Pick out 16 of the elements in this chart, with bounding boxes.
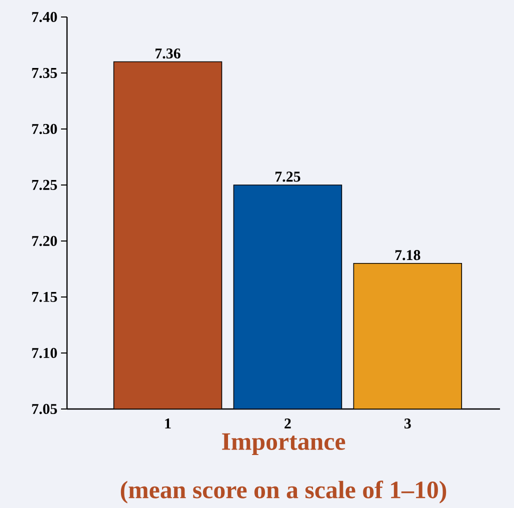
x-tick-label: 3 <box>404 418 411 429</box>
data-label: 7.25 <box>275 172 300 182</box>
text: (mean score on a scale of 1–10) <box>120 480 446 504</box>
y-tick-label: 7.30 <box>32 124 57 134</box>
x-tick-label: 1 <box>165 418 171 428</box>
y-tick-label: 7.10 <box>32 348 57 358</box>
data-label: 7.36 <box>156 48 180 59</box>
x-tick-label: 2 <box>284 418 291 428</box>
y-tick-label: 7.20 <box>32 236 57 246</box>
y-tick-label: 7.25 <box>32 180 57 190</box>
x-axis-title: Importance <box>222 433 346 455</box>
y-tick-label: 7.35 <box>32 68 57 78</box>
y-tick-label: 7.05 <box>32 404 57 414</box>
y-tick-label: 7.15 <box>32 292 57 302</box>
y-tick-label: 7.40 <box>32 12 57 22</box>
data-label: 7.18 <box>395 250 420 260</box>
